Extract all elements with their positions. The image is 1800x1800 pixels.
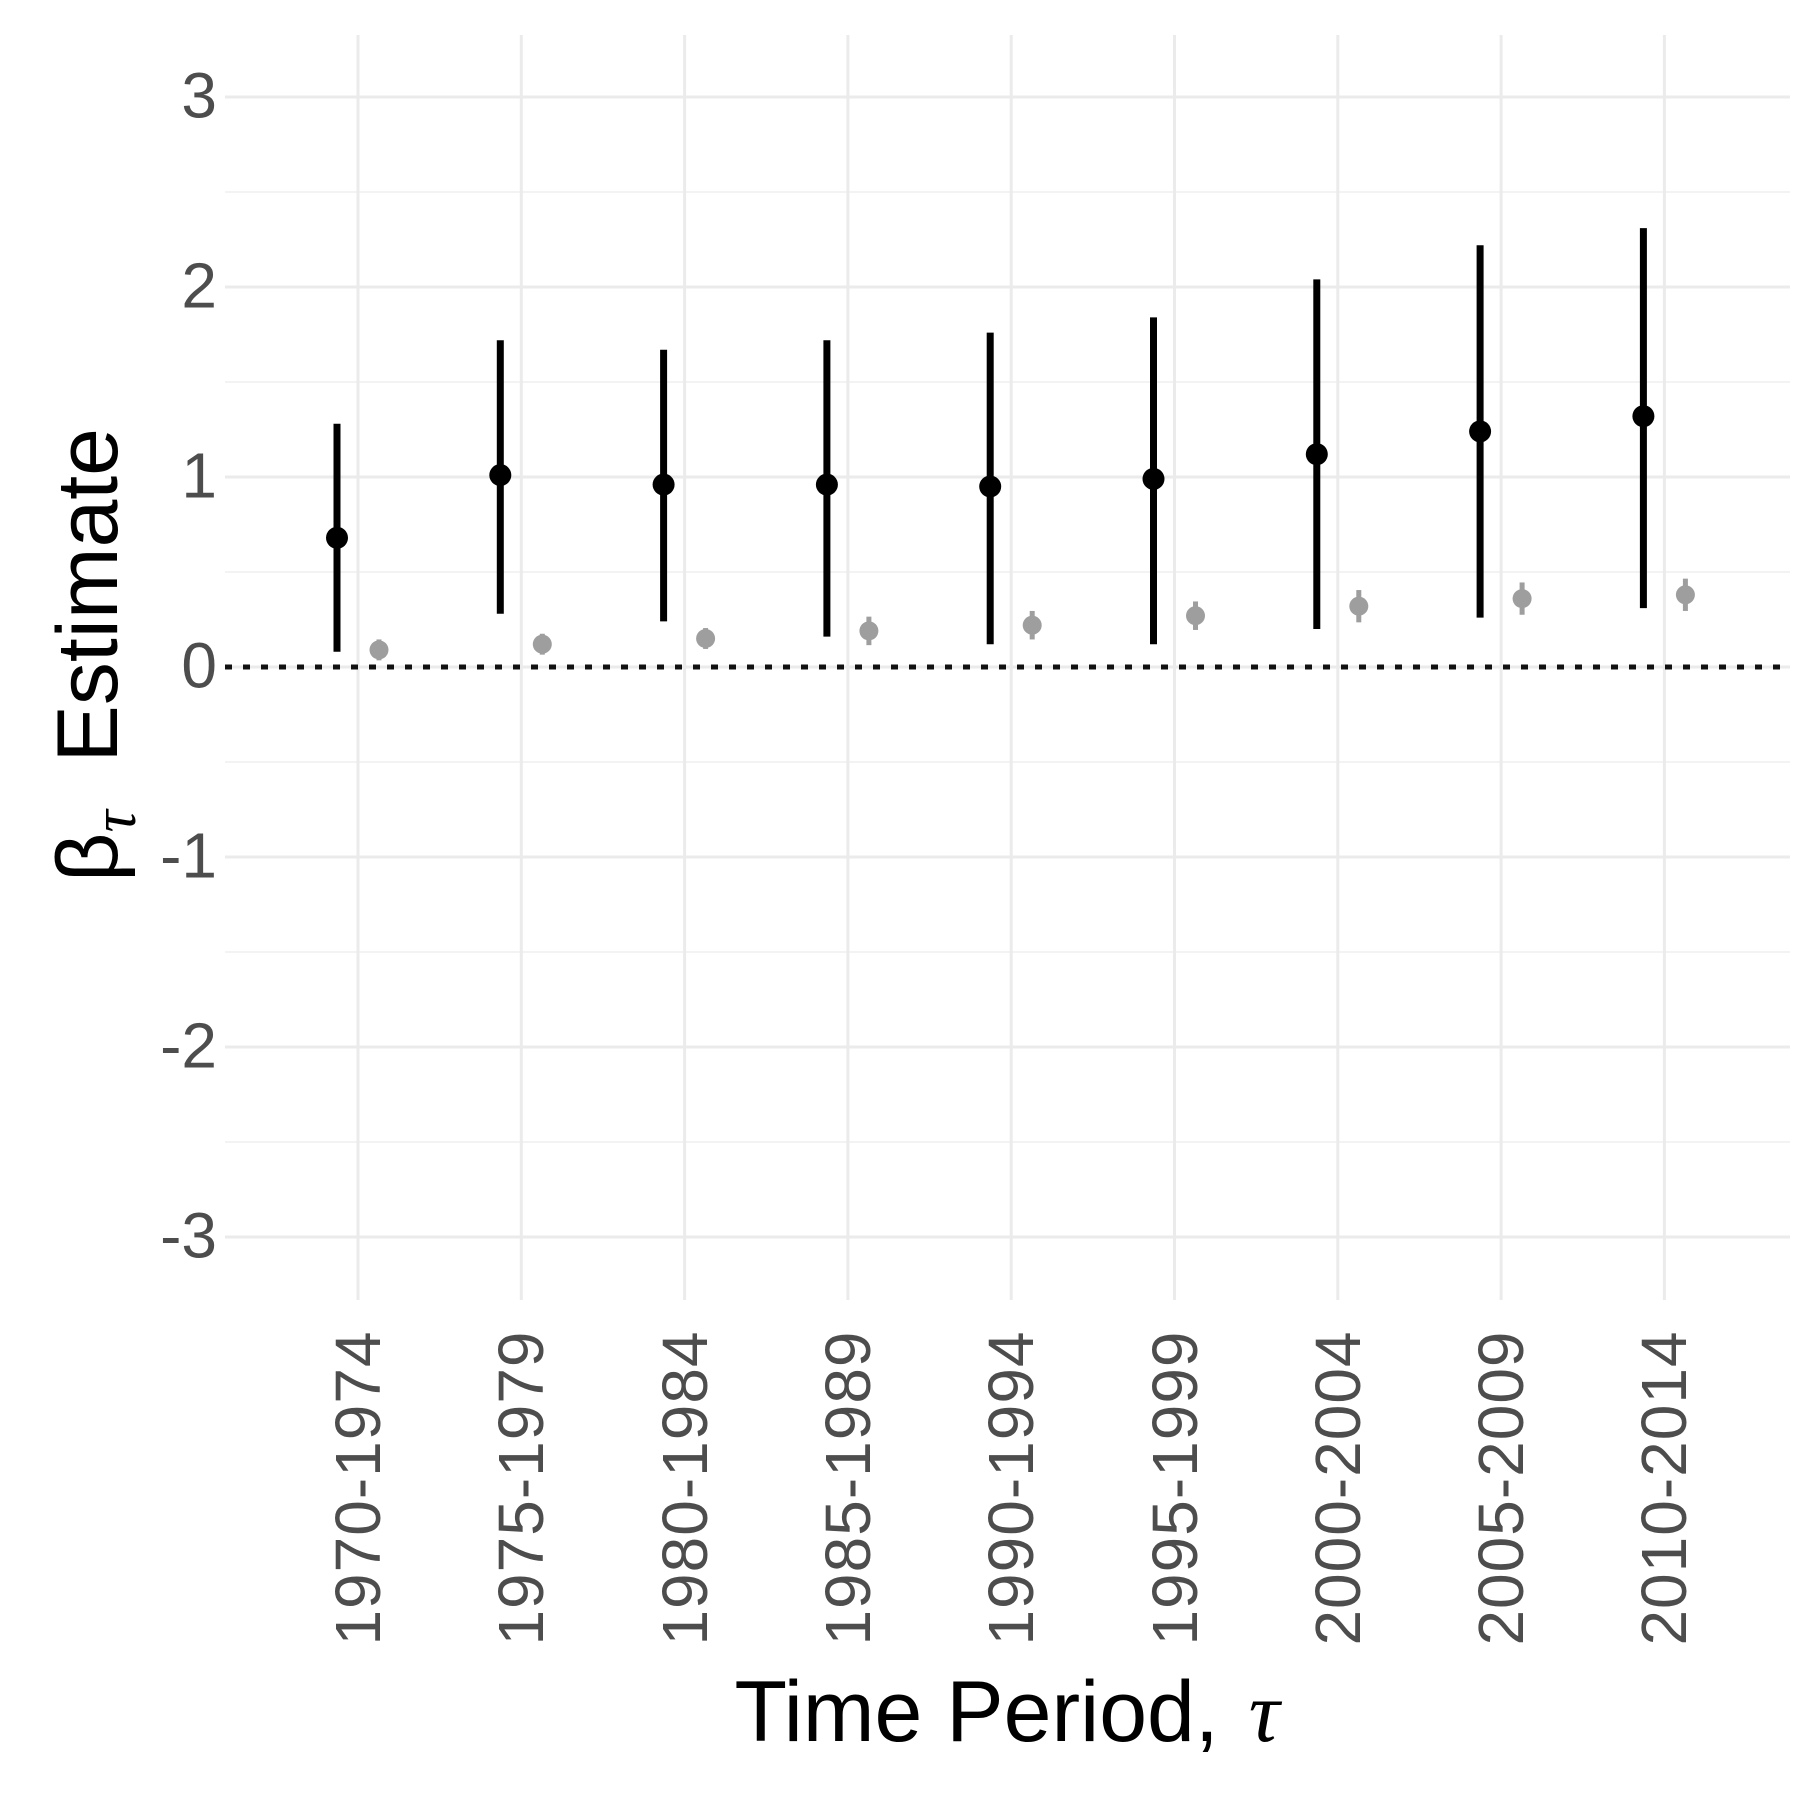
y-tick-label: -2 (160, 1009, 217, 1082)
y-tick-label: 2 (181, 249, 217, 322)
estimate-point-black (1305, 443, 1328, 466)
x-tick-label: 1975-1979 (485, 1330, 558, 1646)
estimate-point-black (652, 473, 675, 496)
estimate-point-black (979, 475, 1002, 498)
estimate-point-black (489, 464, 512, 487)
estimate-point-black (1142, 467, 1165, 490)
tau-subscript: τ (81, 810, 150, 833)
x-tick-label: 1980-1984 (648, 1330, 721, 1646)
y-title-word: Estimate (40, 427, 136, 763)
x-tick-label: 2005-2009 (1465, 1330, 1538, 1646)
estimate-point-gray (1675, 585, 1695, 605)
y-tick-label: -1 (160, 819, 217, 892)
estimate-point-gray (1349, 596, 1369, 616)
x-tick-label: 1970-1974 (322, 1330, 394, 1646)
y-tick-label: 1 (181, 439, 217, 512)
estimate-point-black (1469, 420, 1492, 443)
x-tick-label: 2000-2004 (1301, 1330, 1374, 1646)
x-tick-label: 1995-1999 (1138, 1330, 1211, 1646)
y-axis-title: βτ Estimate (40, 428, 149, 882)
estimate-point-black (815, 473, 838, 496)
estimate-point-gray (532, 634, 552, 654)
x-tick-label: 1985-1989 (811, 1330, 884, 1646)
x-tick-label: 1990-1994 (975, 1330, 1048, 1646)
y-tick-label: -3 (160, 1199, 217, 1272)
estimate-point-gray (696, 629, 716, 648)
x-tick-label: 2010-2014 (1628, 1330, 1701, 1646)
y-tick-label: 3 (181, 59, 217, 132)
estimate-point-black (326, 526, 348, 549)
estimate-point-gray (369, 640, 389, 660)
x-title-text: Time Period, (734, 1664, 1219, 1760)
estimate-point-gray (859, 621, 879, 641)
tau-symbol: τ (1248, 1664, 1280, 1760)
estimate-point-gray (1022, 615, 1042, 635)
estimate-point-black (1632, 405, 1655, 428)
beta-symbol: β (40, 832, 136, 883)
estimate-point-gray (1186, 606, 1205, 626)
estimate-point-gray (1512, 589, 1532, 609)
y-tick-label: 0 (181, 629, 217, 702)
x-axis-title: Time Period, τ (734, 1669, 1279, 1755)
